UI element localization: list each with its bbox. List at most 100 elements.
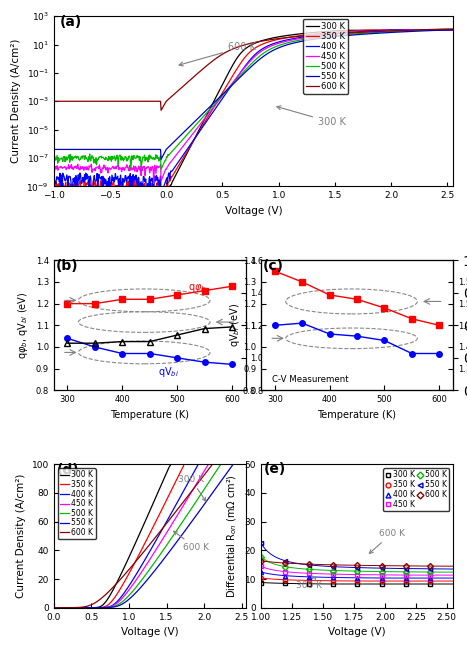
- Y-axis label: Current Density (A/cm²): Current Density (A/cm²): [11, 39, 21, 163]
- 450 K: [149, 166, 154, 174]
- 600 K: [309, 560, 315, 568]
- 350 K: [450, 26, 456, 34]
- Line: 600 K: 600 K: [259, 559, 455, 568]
- 500 K: [85, 604, 91, 612]
- 450 K: [85, 604, 91, 612]
- 600 K: [314, 31, 319, 39]
- 500 K: [179, 519, 184, 526]
- 500 K: [223, 453, 228, 461]
- X-axis label: Temperature (K): Temperature (K): [110, 410, 189, 420]
- 350 K: [450, 577, 456, 585]
- 500 K: [258, 553, 264, 561]
- 350 K: [187, 453, 193, 461]
- 400 K: [199, 453, 205, 461]
- 400 K: [72, 196, 78, 204]
- 400 K: [434, 574, 439, 582]
- 550 K: [270, 551, 276, 559]
- X-axis label: Voltage (V): Voltage (V): [121, 627, 178, 637]
- 400 K: [164, 174, 170, 181]
- 300 K: [314, 29, 319, 36]
- 350 K: [309, 577, 315, 584]
- 300 K: [85, 604, 91, 612]
- Line: 300 K: 300 K: [259, 580, 455, 586]
- 450 K: [362, 28, 368, 36]
- 400 K: [362, 27, 368, 35]
- 600 K: [195, 479, 201, 487]
- 300 K: [450, 580, 456, 588]
- Text: 300 K: 300 K: [296, 577, 322, 590]
- 450 K: [164, 164, 170, 172]
- 350 K: [178, 159, 184, 166]
- Line: 400 K: 400 K: [54, 457, 246, 608]
- 400 K: [309, 573, 315, 581]
- Y-axis label: Differential R$_{on}$ (m$\Omega$ cm²): Differential R$_{on}$ (m$\Omega$ cm²): [226, 474, 239, 598]
- 350 K: [51, 179, 57, 187]
- 500 K: [450, 568, 456, 576]
- 450 K: [411, 26, 417, 34]
- 300 K: [270, 579, 276, 587]
- 550 K: [243, 453, 248, 461]
- 500 K: [314, 34, 319, 42]
- 400 K: [440, 574, 446, 582]
- 400 K: [149, 174, 155, 182]
- Line: 400 K: 400 K: [54, 30, 453, 200]
- Y-axis label: q$\varphi_b$, qV$_{bi}$ (eV): q$\varphi_b$, qV$_{bi}$ (eV): [16, 292, 30, 359]
- 400 K: [270, 571, 276, 578]
- 600 K: [164, 97, 170, 105]
- Text: 300 K: 300 K: [277, 106, 346, 127]
- 600 K: [149, 98, 154, 105]
- 500 K: [411, 27, 417, 34]
- 400 K: [294, 573, 299, 580]
- 300 K: [195, 458, 201, 465]
- 600 K: [179, 500, 184, 508]
- 550 K: [138, 584, 143, 592]
- 550 K: [266, 549, 271, 556]
- 450 K: [100, 604, 106, 612]
- 450 K: [294, 569, 299, 577]
- 350 K: [59, 196, 65, 204]
- 350 K: [196, 453, 201, 461]
- 500 K: [51, 604, 57, 612]
- 500 K: [100, 604, 106, 612]
- 450 K: [195, 477, 201, 485]
- Text: (d): (d): [57, 463, 79, 477]
- 550 K: [411, 27, 417, 35]
- 500 K: [294, 564, 299, 572]
- X-axis label: Voltage (V): Voltage (V): [328, 627, 386, 637]
- 600 K: [450, 25, 456, 33]
- Text: 300 K: 300 K: [178, 474, 206, 501]
- Text: (b): (b): [56, 259, 78, 273]
- Legend: 300 K, 350 K, 400 K, 450 K, 500 K, 550 K, 600 K: 300 K, 350 K, 400 K, 450 K, 500 K, 550 K…: [57, 468, 96, 540]
- 300 K: [242, 458, 248, 465]
- 550 K: [195, 509, 201, 517]
- 450 K: [258, 562, 264, 570]
- 600 K: [215, 453, 221, 461]
- 500 K: [138, 578, 143, 586]
- Line: 300 K: 300 K: [54, 31, 453, 200]
- 550 K: [149, 146, 154, 153]
- 300 K: [441, 580, 447, 588]
- 450 K: [270, 566, 276, 574]
- 450 K: [210, 453, 215, 461]
- 450 K: [450, 26, 456, 34]
- Text: 600 K: 600 K: [174, 531, 209, 552]
- 300 K: [149, 192, 155, 200]
- 350 K: [138, 548, 143, 556]
- Line: 350 K: 350 K: [54, 30, 453, 200]
- 500 K: [178, 138, 184, 146]
- 600 K: [100, 593, 106, 601]
- 450 K: [440, 571, 446, 579]
- 350 K: [179, 465, 184, 473]
- 600 K: [258, 557, 264, 565]
- Line: 550 K: 550 K: [54, 30, 453, 159]
- 550 K: [362, 30, 368, 38]
- 350 K: [411, 26, 417, 34]
- 400 K: [450, 26, 456, 34]
- 400 K: [195, 460, 201, 468]
- 600 K: [411, 26, 417, 34]
- Line: 600 K: 600 K: [54, 457, 246, 608]
- 500 K: [195, 495, 201, 502]
- 350 K: [294, 577, 299, 584]
- 600 K: [138, 552, 143, 560]
- Line: 500 K: 500 K: [259, 555, 455, 574]
